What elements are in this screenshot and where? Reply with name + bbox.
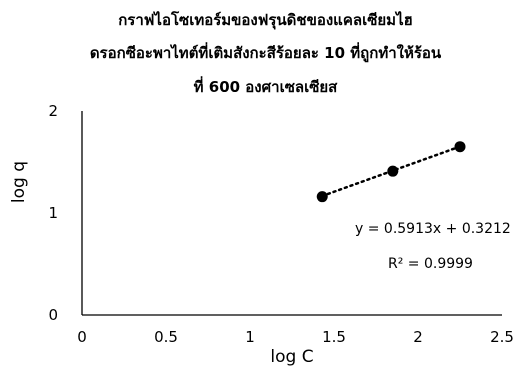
y-tick-label: 2 <box>48 102 58 120</box>
y-tick-label: 1 <box>48 204 58 222</box>
x-tick-label: 1 <box>245 328 255 346</box>
data-point <box>316 191 328 203</box>
chart-title-line-3: ที่ 600 องศาเซลเซียส <box>193 78 338 96</box>
y-tick-labels: 0 1 2 <box>48 102 58 324</box>
x-tick-label: 0 <box>77 328 87 346</box>
data-point <box>387 165 399 177</box>
x-tick-labels: 0 0.5 1 1.5 2 2.5 <box>77 328 514 346</box>
x-tick-label: 1.5 <box>322 328 346 346</box>
x-tick-label: 2.5 <box>490 328 514 346</box>
chart-title-line-2: ดรอกซีอะพาไทต์ที่เติมสังกะสีร้อยละ 10 ที… <box>89 44 442 62</box>
y-axis-label: log q <box>9 161 29 203</box>
data-point <box>454 141 466 153</box>
data-points <box>316 141 466 203</box>
x-axis-label: log C <box>270 347 313 367</box>
chart-title-line-1: กราฟไอโซเทอร์มของฟรุนดิชของแคลเซียมไฮ <box>118 11 413 29</box>
x-tick-label: 0.5 <box>154 328 178 346</box>
r-squared-label: R² = 0.9999 <box>388 256 473 272</box>
y-tick-label: 0 <box>48 306 58 324</box>
equation-label: y = 0.5913x + 0.3212 <box>355 221 511 237</box>
x-tick-label: 2 <box>413 328 423 346</box>
